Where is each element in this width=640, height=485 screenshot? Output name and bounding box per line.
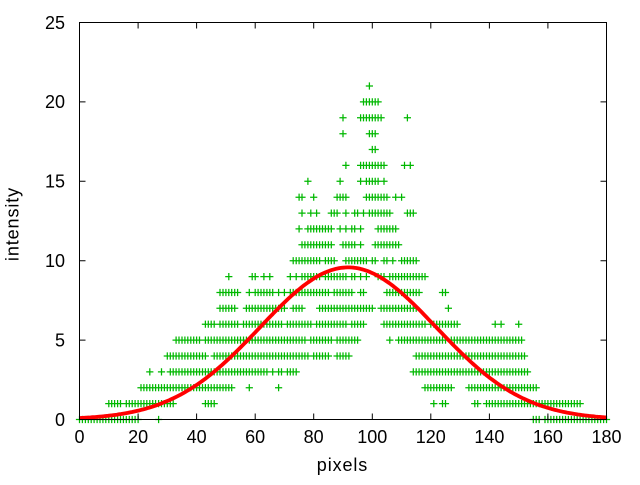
svg-text:10: 10 [45,251,65,271]
svg-text:25: 25 [45,13,65,33]
svg-text:140: 140 [474,427,504,447]
svg-text:180: 180 [591,427,621,447]
svg-text:0: 0 [74,427,84,447]
svg-text:80: 80 [304,427,324,447]
svg-text:20: 20 [45,92,65,112]
svg-text:pixels: pixels [317,455,368,475]
svg-text:120: 120 [416,427,446,447]
svg-text:40: 40 [187,427,207,447]
svg-text:0: 0 [55,410,65,430]
svg-text:20: 20 [128,427,148,447]
svg-text:160: 160 [533,427,563,447]
svg-text:15: 15 [45,172,65,192]
svg-text:intensity: intensity [3,187,23,261]
svg-text:60: 60 [245,427,265,447]
svg-text:100: 100 [357,427,387,447]
svg-text:5: 5 [55,330,65,350]
